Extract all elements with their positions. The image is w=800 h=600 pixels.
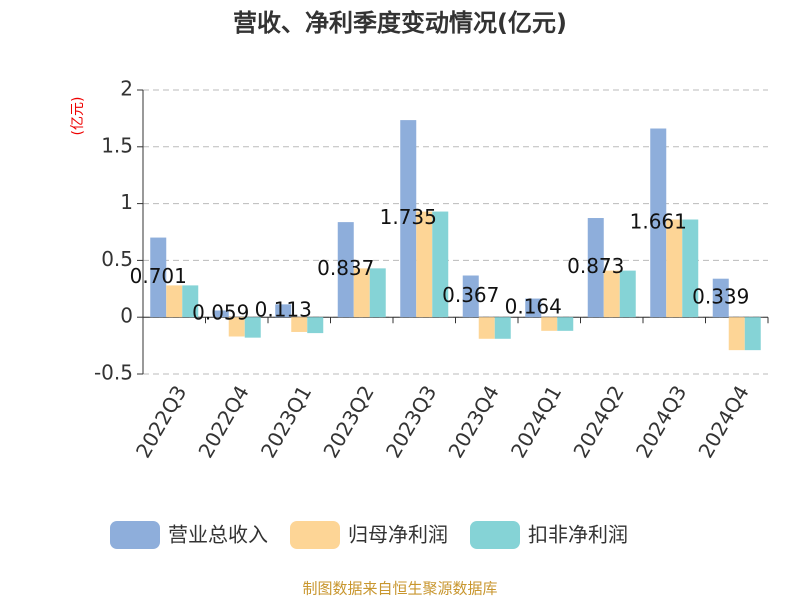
bar bbox=[494, 317, 511, 339]
legend-swatch bbox=[470, 521, 520, 549]
value-label: 0.339 bbox=[692, 284, 749, 308]
bar bbox=[650, 128, 667, 318]
y-tick-label: 1 bbox=[120, 190, 133, 214]
bar bbox=[682, 219, 699, 318]
bar bbox=[432, 211, 449, 318]
bar bbox=[541, 317, 558, 331]
y-tick-label: -0.5 bbox=[94, 361, 133, 385]
x-tick-label: 2024Q4 bbox=[693, 381, 753, 462]
bar bbox=[307, 317, 324, 334]
value-label: 0.701 bbox=[130, 264, 187, 288]
bar bbox=[212, 310, 229, 318]
y-tick-label: 0 bbox=[120, 304, 133, 328]
y-tick-label: 1.5 bbox=[101, 133, 133, 157]
legend-label: 扣非净利润 bbox=[528, 523, 628, 547]
chart-title: 营收、净利季度变动情况(亿元) bbox=[233, 9, 567, 37]
bar bbox=[525, 298, 542, 318]
bar bbox=[369, 268, 386, 318]
legend-swatch bbox=[110, 521, 160, 549]
x-tick-label: 2022Q3 bbox=[131, 381, 191, 462]
bar bbox=[291, 317, 308, 332]
value-label: 0.059 bbox=[192, 300, 249, 324]
source-note: 制图数据来自恒生聚源数据库 bbox=[302, 580, 497, 598]
bar bbox=[275, 304, 292, 318]
y-tick-label: 0.5 bbox=[101, 247, 133, 271]
bar bbox=[712, 278, 729, 318]
bar bbox=[728, 317, 745, 351]
value-label: 0.873 bbox=[567, 254, 624, 278]
value-label: 1.735 bbox=[380, 205, 437, 229]
legend-label: 营业总收入 bbox=[168, 523, 268, 547]
bar bbox=[557, 317, 574, 331]
bar bbox=[400, 120, 417, 318]
bar bbox=[462, 275, 479, 318]
value-label: 0.113 bbox=[255, 297, 312, 321]
legend-label: 归母净利润 bbox=[348, 523, 448, 547]
y-tick-label: 2 bbox=[120, 77, 133, 101]
bar bbox=[244, 317, 261, 338]
bar bbox=[337, 222, 354, 318]
bar bbox=[353, 268, 370, 318]
legend-swatch bbox=[290, 521, 340, 549]
value-label: 0.164 bbox=[505, 294, 562, 318]
x-tick-label: 2023Q2 bbox=[318, 381, 378, 462]
y-axis-label: (亿元) bbox=[70, 97, 86, 136]
x-tick-label: 2024Q2 bbox=[568, 381, 628, 462]
bar bbox=[744, 317, 761, 351]
value-label: 1.661 bbox=[630, 209, 687, 233]
bar bbox=[603, 270, 620, 318]
x-tick-label: 2023Q3 bbox=[381, 381, 441, 462]
bar bbox=[166, 285, 183, 318]
bar bbox=[587, 218, 604, 318]
bar bbox=[478, 317, 495, 339]
x-tick-label: 2024Q1 bbox=[506, 381, 566, 462]
x-tick-label: 2023Q4 bbox=[443, 381, 503, 462]
bar bbox=[619, 270, 636, 318]
x-tick-label: 2023Q1 bbox=[256, 381, 316, 462]
value-label: 0.837 bbox=[317, 256, 374, 280]
value-label: 0.367 bbox=[442, 283, 499, 307]
x-tick-label: 2022Q4 bbox=[193, 381, 253, 462]
bar bbox=[228, 317, 245, 337]
bar bbox=[416, 211, 433, 318]
bar bbox=[150, 237, 167, 318]
x-tick-label: 2024Q3 bbox=[631, 381, 691, 462]
bar bbox=[666, 219, 683, 318]
bar bbox=[182, 285, 199, 318]
